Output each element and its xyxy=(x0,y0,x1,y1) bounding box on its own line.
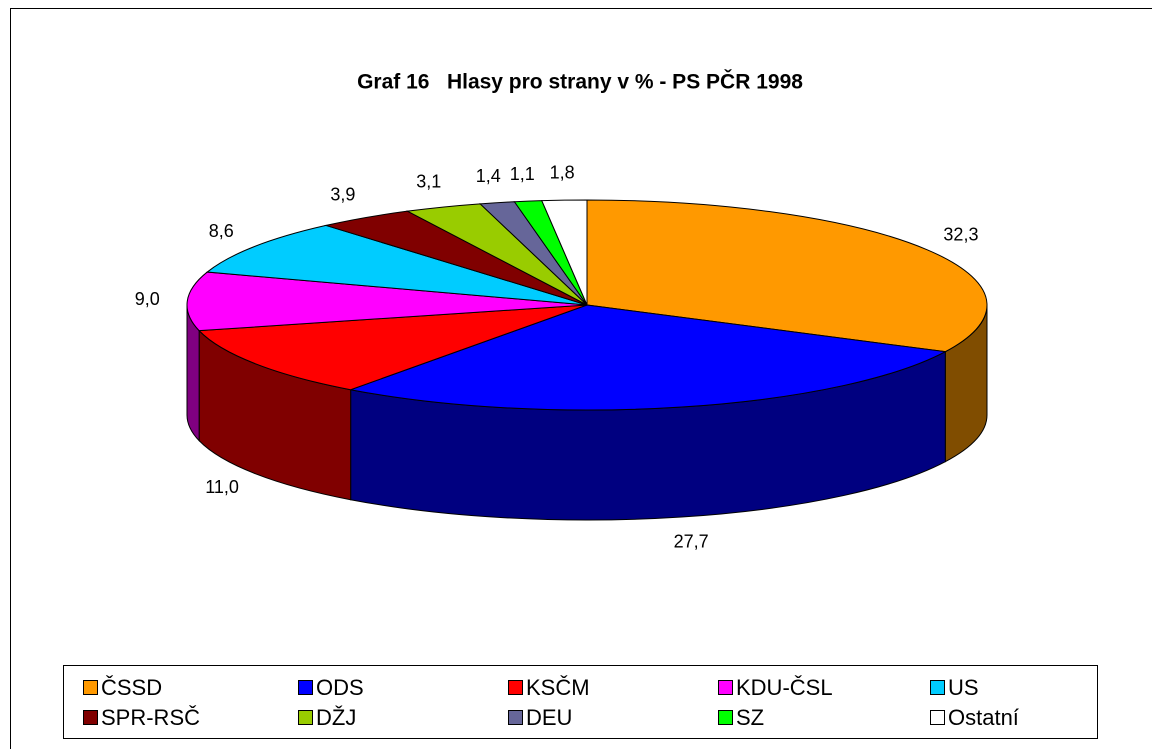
data-label: 11,0 xyxy=(205,477,239,497)
legend-swatch xyxy=(718,680,733,695)
data-label: 3,1 xyxy=(416,171,441,191)
legend-label: US xyxy=(948,675,979,700)
slice xyxy=(198,304,588,391)
legend-label: DŽJ xyxy=(316,705,356,730)
chart-title: Graf 16 Hlasy pro strany v % - PS PČR 19… xyxy=(357,70,803,94)
legend-label: KSČM xyxy=(526,675,590,700)
data-label: 27,7 xyxy=(674,531,709,551)
data-label: 1,4 xyxy=(476,166,501,186)
data-label: 1,8 xyxy=(550,163,575,183)
legend-label: ČSSD xyxy=(101,675,162,700)
legend-swatch xyxy=(298,680,313,695)
legend-label: Ostatní xyxy=(948,705,1019,730)
data-label: 3,9 xyxy=(330,185,355,205)
pie-tops xyxy=(186,199,988,411)
legend-swatch xyxy=(83,680,98,695)
legend-swatch xyxy=(83,710,98,725)
legend-box xyxy=(63,665,1098,739)
data-label: 1,1 xyxy=(510,164,535,184)
legend-label: ODS xyxy=(316,675,364,700)
legend-label: SZ xyxy=(736,705,764,730)
legend-swatch xyxy=(930,710,945,725)
data-label: 9,0 xyxy=(135,289,160,309)
slice xyxy=(541,199,588,306)
legend-label: KDU-ČSL xyxy=(736,675,833,700)
legend-label: SPR-RSČ xyxy=(101,705,200,730)
data-label: 32,3 xyxy=(943,225,978,245)
slice xyxy=(186,271,588,332)
legend-swatch xyxy=(508,680,523,695)
legend-swatch xyxy=(298,710,313,725)
slice xyxy=(586,199,988,353)
legend-label: DEU xyxy=(526,705,572,730)
legend-swatch xyxy=(718,710,733,725)
legend-swatch xyxy=(508,710,523,725)
legend-swatch xyxy=(930,680,945,695)
data-label: 8,6 xyxy=(209,221,234,241)
slice xyxy=(205,224,588,306)
slice xyxy=(348,304,947,411)
